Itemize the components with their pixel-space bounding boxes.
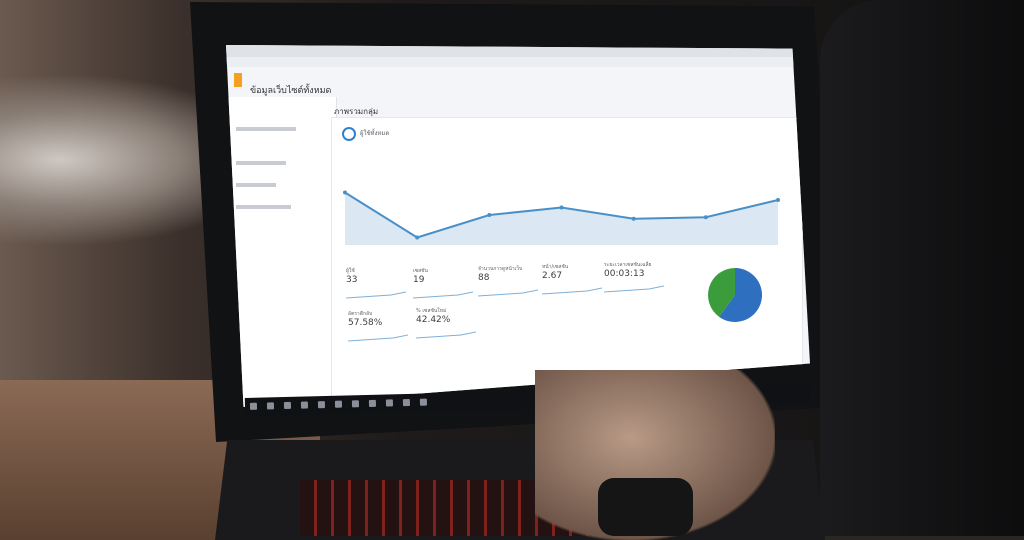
- file-icon[interactable]: [368, 399, 377, 407]
- metric-value: 00:03:13: [604, 269, 645, 279]
- metric-value: 42.42%: [416, 315, 451, 325]
- report-card: [331, 117, 803, 407]
- metric-label: อัตราตีกลับ: [348, 311, 373, 317]
- metric-value: 2.67: [542, 271, 563, 281]
- pie-slice[interactable]: [719, 268, 763, 322]
- laptop-screen: ข้อมูลเว็บไซต์ทั้งหมด ภาพรวมกลุ่ม ผู้ใช้…: [226, 45, 810, 407]
- task-view-icon[interactable]: [283, 401, 292, 410]
- browser-tabs[interactable]: [226, 45, 810, 57]
- section-title: ภาพรวมกลุ่ม: [334, 107, 379, 116]
- metric-tile[interactable]: เซสชัน 19: [412, 267, 474, 304]
- metric-sparkline: [415, 331, 477, 339]
- metric-sparkline: [541, 287, 603, 295]
- search-icon[interactable]: [266, 402, 275, 410]
- metric-tile[interactable]: จำนวนการดูหน้าเว็บ 88: [477, 265, 539, 302]
- sessions-chart: [343, 190, 780, 322]
- metric-label: เซสชัน: [413, 268, 428, 274]
- wristwatch: [598, 478, 693, 536]
- metric-tile[interactable]: % เซสชันใหม่ 42.42%: [415, 307, 477, 344]
- line-point[interactable]: [343, 190, 347, 195]
- address-bar[interactable]: [226, 57, 810, 67]
- metric-label: % เซสชันใหม่: [416, 308, 447, 314]
- metric-sparkline: [347, 334, 409, 342]
- sidebar: [226, 97, 337, 407]
- store-icon[interactable]: [334, 400, 343, 408]
- windows-icon[interactable]: [249, 402, 258, 410]
- line-point[interactable]: [415, 235, 420, 240]
- metric-sparkline: [412, 291, 474, 299]
- app-icon[interactable]: [385, 399, 394, 407]
- metric-label: ระยะเวลาเซสชันเฉลี่ย: [604, 262, 652, 268]
- metric-tile[interactable]: หน้า/เซสชัน 2.67: [541, 263, 603, 300]
- line-point[interactable]: [631, 216, 636, 221]
- line-point[interactable]: [776, 198, 780, 202]
- person-shoulder: [820, 0, 1024, 536]
- edge-icon[interactable]: [300, 401, 309, 409]
- pie-slice[interactable]: [708, 268, 735, 317]
- metric-value: 19: [413, 275, 425, 285]
- metric-tile[interactable]: อัตราตีกลับ 57.58%: [347, 310, 409, 347]
- segment-circle-icon[interactable]: [342, 127, 356, 141]
- app-icon[interactable]: [402, 398, 411, 407]
- line-point[interactable]: [559, 205, 564, 210]
- metric-label: ผู้ใช้: [346, 268, 355, 274]
- metric-sparkline: [477, 289, 539, 297]
- metric-label: หน้า/เซสชัน: [542, 264, 569, 270]
- segment-label: ผู้ใช้ทั้งหมด: [360, 130, 390, 137]
- analytics-logo-icon: [234, 73, 242, 87]
- line-area: [345, 192, 778, 245]
- metric-sparkline: [345, 291, 407, 299]
- metric-sparkline: [603, 285, 665, 293]
- metric-tile[interactable]: ผู้ใช้ 33: [345, 267, 407, 304]
- metric-value: 88: [478, 273, 490, 283]
- line-point[interactable]: [703, 215, 708, 220]
- photoshop-icon[interactable]: [419, 398, 428, 406]
- metric-tile[interactable]: ระยะเวลาเซสชันเฉลี่ย 00:03:13: [603, 261, 665, 298]
- metric-value: 57.58%: [348, 318, 383, 328]
- property-title[interactable]: ข้อมูลเว็บไซต์ทั้งหมด: [250, 86, 332, 96]
- metric-label: จำนวนการดูหน้าเว็บ: [478, 266, 523, 272]
- folder-icon[interactable]: [317, 401, 326, 409]
- chrome-icon[interactable]: [351, 400, 360, 408]
- line-point[interactable]: [487, 213, 492, 217]
- metric-value: 33: [346, 275, 358, 285]
